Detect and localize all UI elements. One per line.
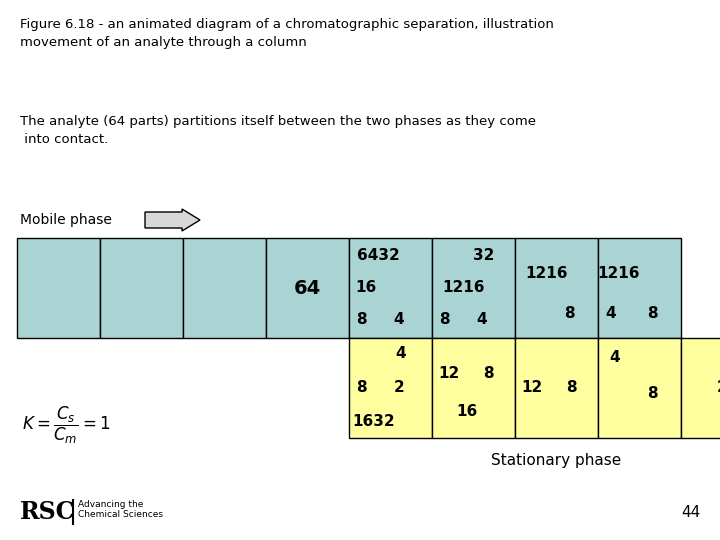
Bar [432, 338, 515, 438]
Text: 8: 8 [564, 306, 575, 321]
Text: Mobile phase: Mobile phase [20, 213, 112, 227]
Text: 16: 16 [456, 403, 477, 418]
Text: 8: 8 [356, 313, 366, 327]
FancyArrow shape [145, 209, 200, 231]
Text: RSC: RSC [20, 500, 76, 524]
Text: 1216: 1216 [598, 266, 640, 280]
Text: movement of an analyte through a column: movement of an analyte through a column [20, 36, 307, 49]
Text: 16: 16 [355, 280, 377, 295]
Text: 8: 8 [566, 381, 577, 395]
Text: 8: 8 [356, 381, 366, 395]
Text: 1216: 1216 [442, 280, 485, 295]
Text: 2: 2 [393, 381, 404, 395]
Text: The analyte (64 parts) partitions itself between the two phases as they come: The analyte (64 parts) partitions itself… [20, 115, 536, 128]
Text: 8: 8 [439, 313, 450, 327]
Text: 4: 4 [395, 346, 406, 361]
Text: 1632: 1632 [353, 414, 395, 429]
Bar [598, 238, 681, 338]
Bar [515, 338, 598, 438]
Text: 12: 12 [521, 381, 542, 395]
Text: 4: 4 [605, 306, 616, 321]
Text: Stationary phase: Stationary phase [491, 453, 621, 468]
Bar [100, 238, 183, 338]
Bar [515, 238, 598, 338]
Text: 12: 12 [438, 366, 459, 381]
Bar [598, 338, 681, 438]
Bar [266, 238, 349, 338]
Text: 8: 8 [647, 306, 657, 321]
Text: 4: 4 [609, 350, 620, 366]
Bar [183, 238, 266, 338]
Text: 8: 8 [647, 386, 657, 401]
Text: Figure 6.18 - an animated diagram of a chromatographic separation, illustration: Figure 6.18 - an animated diagram of a c… [20, 18, 554, 31]
Text: 4: 4 [394, 313, 404, 327]
Text: Advancing the
Chemical Sciences: Advancing the Chemical Sciences [78, 500, 163, 519]
Text: 1216: 1216 [526, 266, 568, 280]
Text: 6432: 6432 [356, 248, 400, 264]
Bar [432, 238, 515, 338]
Text: 32: 32 [473, 248, 494, 264]
Text: 4: 4 [477, 313, 487, 327]
Bar [349, 338, 432, 438]
Text: 44: 44 [680, 505, 700, 520]
Bar [17, 238, 100, 338]
Text: 8: 8 [483, 366, 494, 381]
Text: 64: 64 [294, 279, 321, 298]
Bar [349, 238, 432, 338]
Text: $K = \dfrac{C_s}{C_m} = 1$: $K = \dfrac{C_s}{C_m} = 1$ [22, 405, 110, 446]
Bar [681, 338, 720, 438]
Text: into contact.: into contact. [20, 133, 108, 146]
Text: 2: 2 [717, 381, 720, 395]
